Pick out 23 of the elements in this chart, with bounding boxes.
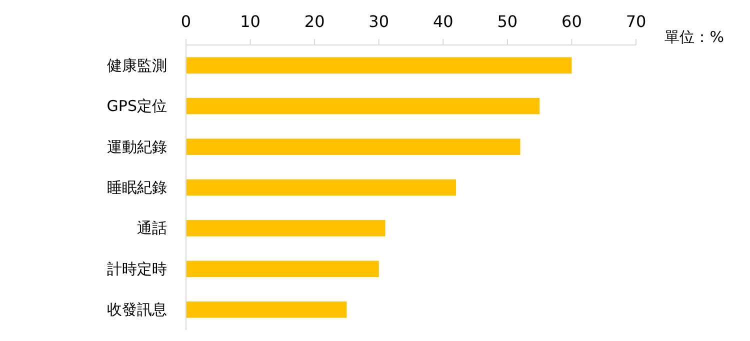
y-tick-label: 運動紀錄 <box>107 138 167 156</box>
x-tick-label: 20 <box>304 12 325 31</box>
bar <box>186 57 572 74</box>
y-tick-label: GPS定位 <box>106 97 167 116</box>
x-tick-label: 0 <box>180 12 192 31</box>
x-tick-label: 70 <box>626 12 646 31</box>
y-tick-label: 睡眠紀錄 <box>107 178 167 196</box>
x-axis-title: 單位：% <box>664 28 724 46</box>
bar <box>186 302 347 318</box>
y-tick-label: 收發訊息 <box>107 300 167 319</box>
x-tick-label: 60 <box>562 12 582 31</box>
y-tick-label: 通話 <box>137 219 167 238</box>
bar <box>186 98 540 114</box>
bar <box>186 138 520 155</box>
y-tick-label: 健康監測 <box>107 56 167 74</box>
bar <box>186 220 386 236</box>
x-tick-label: 10 <box>240 12 260 31</box>
y-tick-label: 計時定時 <box>107 260 167 278</box>
bar <box>186 260 379 278</box>
x-tick-label: 50 <box>497 12 518 31</box>
x-tick-label: 30 <box>368 12 390 31</box>
bar <box>186 179 456 196</box>
x-tick-label: 40 <box>432 12 454 31</box>
